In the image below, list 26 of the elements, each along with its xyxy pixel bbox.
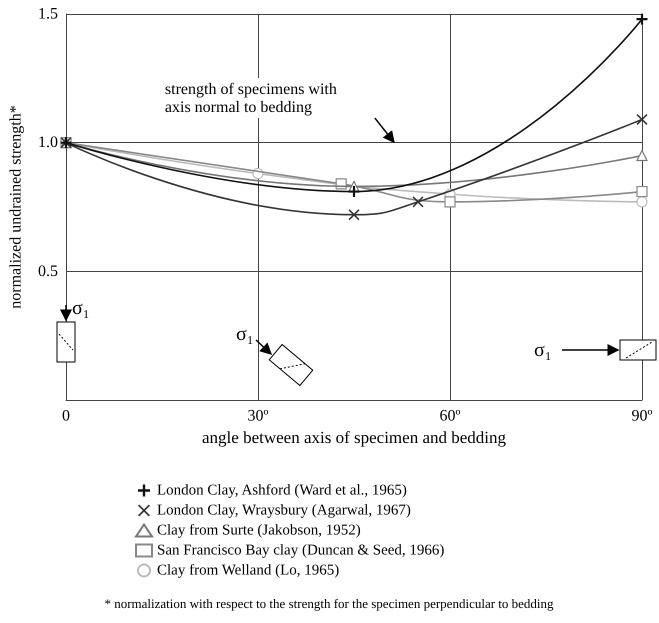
point <box>636 186 648 198</box>
text: * normalization with respect to the strength for the specimen perpendicular to bedding <box>104 596 554 611</box>
legend-label: London Clay, Wraysbury (Agarwal, 1967) <box>157 502 411 518</box>
y-tick-label: 1.0 <box>38 134 58 152</box>
x-axis-title: angle between axis of specimen and bedding <box>202 428 506 447</box>
x-tick-label: 30º <box>248 408 269 424</box>
point <box>636 14 648 25</box>
legend-label: Clay from Surte (Jakobson, 1952) <box>157 522 361 538</box>
y-axis-title: normalized undrained strength* <box>8 105 24 309</box>
point <box>444 196 456 208</box>
annotation: σ₁ <box>236 323 254 345</box>
point <box>636 114 648 126</box>
y-tick-label: 1.5 <box>38 6 58 22</box>
x-tick-label: 60º <box>440 408 461 424</box>
annotation: σ₁ <box>72 297 90 319</box>
legend-label: Clay from Welland (Lo, 1965) <box>157 562 340 578</box>
legend-label: London Clay, Ashford (Ward et al., 1965) <box>157 482 407 498</box>
x-tick-label: 0 <box>62 408 70 424</box>
x-tick-label: 90º <box>632 408 653 424</box>
legend-label: San Francisco Bay clay (Duncan & Seed, 1966) <box>157 542 444 558</box>
point <box>636 196 648 208</box>
point <box>348 209 360 220</box>
point <box>412 196 424 208</box>
annotation: σ₁ <box>534 339 552 361</box>
y-tick-label: 0.5 <box>38 262 58 280</box>
annotation: strength of specimens with axis normal to bedding <box>164 81 337 116</box>
